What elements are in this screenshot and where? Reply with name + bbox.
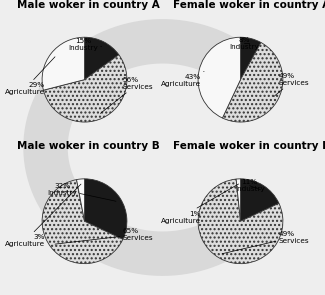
Wedge shape <box>42 37 84 90</box>
Wedge shape <box>84 37 119 80</box>
Text: 15%
Industry: 15% Industry <box>68 38 101 51</box>
Wedge shape <box>77 179 85 221</box>
Wedge shape <box>240 37 261 80</box>
Text: 56%
Services: 56% Services <box>100 77 153 113</box>
Text: 29%
Agriculture: 29% Agriculture <box>5 57 55 95</box>
Wedge shape <box>222 42 283 122</box>
Text: 1%
Agriculture: 1% Agriculture <box>161 184 239 224</box>
Text: 3%
Agriculture: 3% Agriculture <box>5 184 81 248</box>
Text: Female woker in country A: Female woker in country A <box>173 0 325 10</box>
Wedge shape <box>42 180 123 264</box>
Wedge shape <box>198 37 240 118</box>
Text: 43%
Agriculture: 43% Agriculture <box>161 71 204 87</box>
Text: 49%
Services: 49% Services <box>274 73 309 96</box>
Text: 11%
Industry: 11% Industry <box>235 179 265 192</box>
Text: 49%
Services: 49% Services <box>222 230 309 254</box>
Text: 8%
Industry: 8% Industry <box>229 37 259 50</box>
Wedge shape <box>198 179 283 264</box>
Text: 65%
Services: 65% Services <box>55 228 153 244</box>
Text: Male woker in country B: Male woker in country B <box>17 141 159 151</box>
Wedge shape <box>44 55 127 122</box>
Wedge shape <box>236 179 240 221</box>
Text: 32%
Industry: 32% Industry <box>47 183 116 201</box>
Text: Female woker in country B: Female woker in country B <box>173 141 325 151</box>
Text: Male woker in country A: Male woker in country A <box>17 0 159 10</box>
Wedge shape <box>240 179 279 221</box>
Wedge shape <box>84 179 127 239</box>
